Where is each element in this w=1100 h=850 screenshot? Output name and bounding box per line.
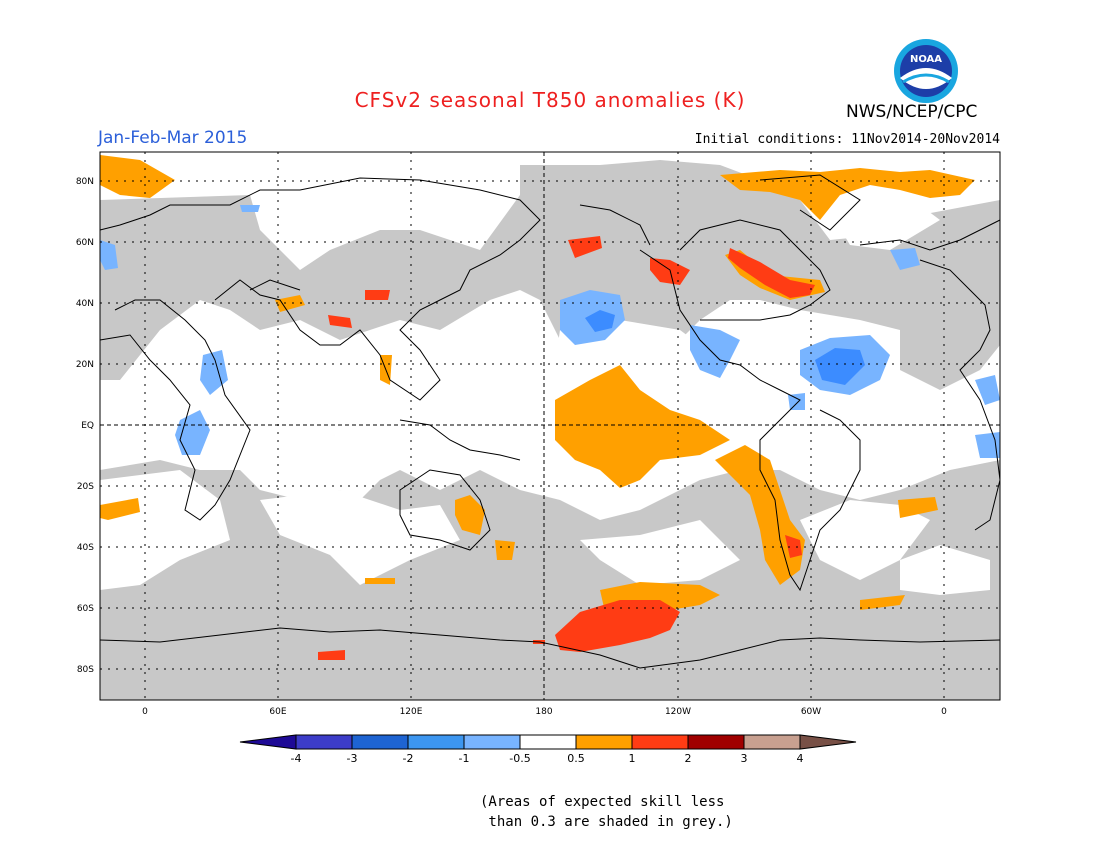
lon-label-180: 180 [535,707,552,717]
lat-label-40n: 40N [76,299,94,309]
colorbar-tick-label: -3 [347,752,358,765]
colorbar-swatch [743,734,801,750]
coastlines [99,174,1001,669]
lon-label-0: 0 [142,707,148,717]
lat-label-20n: 20N [76,360,94,370]
lon-label-60w: 60W [801,707,821,717]
colorbar: -4 -3 -2 -1 -0.5 0.5 1 2 3 4 [239,734,857,765]
lat-label-20s: 20S [77,482,94,492]
warm-anomaly-regions [100,155,975,615]
map-title: CFSv2 seasonal T850 anomalies (K) [354,88,746,112]
lon-label-60e: 60E [269,707,286,717]
colorbar-tick-label: 0.5 [567,752,585,765]
colorbar-max-arrow [799,734,857,750]
lon-label-120e: 120E [400,707,423,717]
colorbar-swatch [631,734,689,750]
skill-note: (Areas of expected skill less than 0.3 a… [480,794,733,830]
colorbar-tick-label: -2 [403,752,414,765]
strong-cold-anomaly-regions [585,310,865,385]
colorbar-swatch [407,734,465,750]
logo-text: NOAA [910,54,942,65]
latitude-labels: 80N 60N 40N 20N EQ 20S 40S 60S 80S [76,177,94,675]
lat-label-eq: EQ [81,421,94,431]
colorbar-tick-label: 3 [741,752,748,765]
colorbar-swatch [687,734,745,750]
colorbar-swatch [463,734,521,750]
agency-label: NWS/NCEP/CPC [846,102,978,122]
colorbar-tick-label: -1 [459,752,470,765]
colorbar-tick-label: -0.5 [509,752,530,765]
colorbar-swatch [351,734,409,750]
forecast-period: Jan-Feb-Mar 2015 [98,128,248,148]
longitude-labels: 0 60E 120E 180 120W 60W 0 [142,707,947,717]
colorbar-tick-label: 4 [797,752,804,765]
colorbar-tick-label: 2 [685,752,692,765]
initial-conditions: Initial conditions: 11Nov2014-20Nov2014 [694,132,1000,147]
graticule [100,152,1000,700]
colorbar-swatch [295,734,353,750]
lon-label-120w: 120W [665,707,691,717]
colorbar-swatch [575,734,633,750]
lat-label-80s: 80S [77,665,94,675]
noaa-logo: NOAA [893,38,959,104]
lat-label-60n: 60N [76,238,94,248]
lon-label-0-east: 0 [941,707,947,717]
colorbar-tick-label: 1 [629,752,636,765]
map-plot-area [99,151,1001,701]
lat-label-80n: 80N [76,177,94,187]
colorbar-tick-label: -4 [291,752,302,765]
lat-label-40s: 40S [77,543,94,553]
colorbar-swatch [519,734,577,750]
map-frame [99,151,1001,701]
colorbar-min-arrow [239,734,297,750]
lat-label-60s: 60S [77,604,94,614]
